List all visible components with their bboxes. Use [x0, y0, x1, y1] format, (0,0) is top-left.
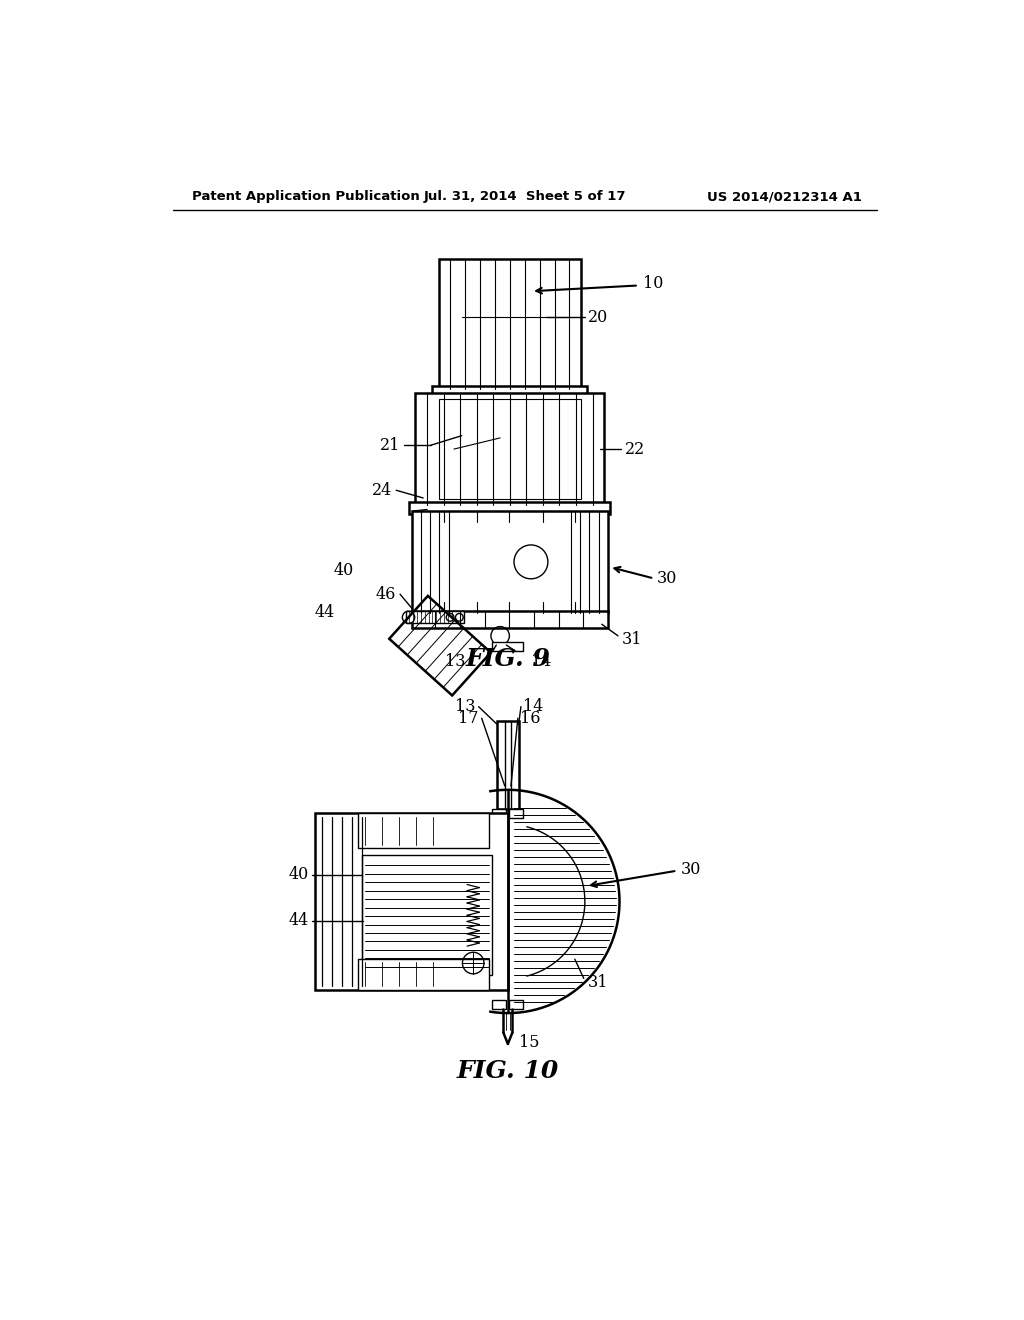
Text: 15: 15 — [518, 1034, 540, 1051]
Text: 44: 44 — [289, 912, 309, 929]
Bar — [497, 721, 518, 809]
Text: 30: 30 — [657, 570, 678, 587]
Text: 21: 21 — [380, 437, 400, 454]
Text: FIG. 9: FIG. 9 — [466, 647, 550, 671]
Bar — [438, 259, 581, 389]
Text: 22: 22 — [625, 441, 645, 458]
Bar — [412, 511, 608, 612]
Bar — [509, 1001, 523, 1010]
Bar — [493, 642, 523, 651]
Bar — [407, 611, 464, 623]
Bar — [412, 611, 608, 628]
Text: 31: 31 — [588, 974, 608, 991]
Bar — [361, 855, 493, 974]
Text: 16: 16 — [520, 710, 541, 727]
Text: FIG. 10: FIG. 10 — [457, 1059, 559, 1082]
Text: 44: 44 — [314, 605, 335, 622]
Text: 17: 17 — [458, 710, 478, 727]
Bar — [416, 393, 604, 506]
Text: 13: 13 — [445, 652, 466, 669]
Bar — [438, 400, 581, 499]
Text: 14: 14 — [523, 698, 544, 715]
Text: 10: 10 — [643, 275, 663, 292]
Text: 24: 24 — [372, 482, 392, 499]
Bar — [432, 385, 587, 397]
Text: 40: 40 — [289, 866, 309, 883]
Text: 46: 46 — [376, 586, 396, 603]
Text: Patent Application Publication: Patent Application Publication — [193, 190, 420, 203]
Text: 40: 40 — [334, 562, 354, 579]
Text: 31: 31 — [622, 631, 642, 648]
Bar — [493, 1001, 506, 1010]
Bar — [315, 813, 508, 990]
Text: 14: 14 — [531, 652, 551, 669]
Text: 20: 20 — [588, 309, 608, 326]
Text: Jul. 31, 2014  Sheet 5 of 17: Jul. 31, 2014 Sheet 5 of 17 — [424, 190, 626, 203]
Bar — [493, 809, 506, 818]
Text: 13: 13 — [455, 698, 475, 715]
Bar — [410, 502, 610, 515]
Bar — [357, 960, 488, 990]
Text: 30: 30 — [680, 861, 700, 878]
Bar — [509, 809, 523, 818]
Text: US 2014/0212314 A1: US 2014/0212314 A1 — [708, 190, 862, 203]
Bar — [357, 813, 488, 847]
